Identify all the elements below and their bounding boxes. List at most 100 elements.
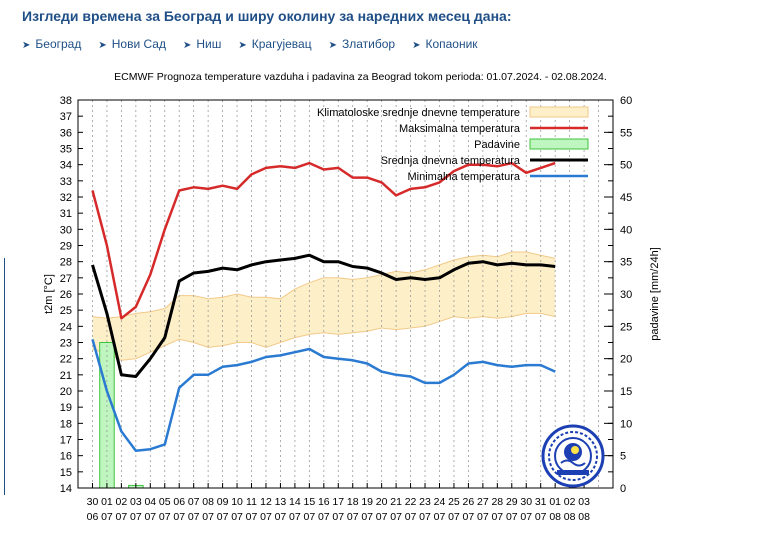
y-tick-label: 34 xyxy=(60,160,72,172)
x-tick-label-day: 20 xyxy=(376,496,388,508)
x-tick-label-day: 27 xyxy=(477,496,489,508)
y2-tick-label: 35 xyxy=(620,257,632,269)
y-tick-label: 27 xyxy=(60,273,72,285)
x-tick-label-month: 07 xyxy=(332,511,344,523)
x-tick-label-month: 08 xyxy=(564,511,576,523)
x-tick-label-day: 28 xyxy=(491,496,503,508)
city-link-beograd[interactable]: ➤ Београд xyxy=(22,37,81,51)
legend-label: Minimalna temperatura xyxy=(408,171,521,183)
x-tick-label-day: 31 xyxy=(535,496,547,508)
x-tick-label-month: 07 xyxy=(304,511,316,523)
city-link-kopaonik[interactable]: ➤ Копаоник xyxy=(412,37,477,51)
x-tick-label-month: 07 xyxy=(434,511,446,523)
city-link-label: Нови Сад xyxy=(111,37,166,51)
y2-axis-label: padavine [mm/24h] xyxy=(649,247,661,341)
y-axis-label: t2m [°C] xyxy=(43,274,55,314)
y-tick-label: 28 xyxy=(60,257,72,269)
climate-band-upper-edge xyxy=(92,251,556,319)
x-tick-label-month: 07 xyxy=(144,511,156,523)
y-tick-label: 16 xyxy=(60,451,72,463)
x-tick-label-month: 07 xyxy=(289,511,301,523)
x-tick-label-month: 07 xyxy=(448,511,460,523)
x-tick-label-month: 07 xyxy=(130,511,142,523)
y2-tick-label: 20 xyxy=(620,354,632,366)
arrow-right-icon: ➤ xyxy=(238,40,247,51)
logo-base xyxy=(557,470,589,475)
x-tick-label-day: 07 xyxy=(188,496,200,508)
x-tick-label-day: 21 xyxy=(390,496,402,508)
x-tick-label-day: 02 xyxy=(564,496,576,508)
x-tick-label-month: 07 xyxy=(318,511,330,523)
y-tick-label: 19 xyxy=(60,402,72,414)
x-tick-label-month: 07 xyxy=(217,511,229,523)
y-tick-label: 21 xyxy=(60,370,72,382)
y-tick-label: 32 xyxy=(60,192,72,204)
rhmz-logo xyxy=(541,424,605,488)
arrow-right-icon: ➤ xyxy=(22,40,31,51)
y-tick-label: 25 xyxy=(60,305,72,317)
y2-tick-label: 15 xyxy=(620,386,632,398)
x-tick-label-month: 08 xyxy=(549,511,561,523)
x-tick-label-month: 07 xyxy=(419,511,431,523)
y-tick-label: 36 xyxy=(60,127,72,139)
city-link-novi-sad[interactable]: ➤ Нови Сад xyxy=(98,37,166,51)
y-tick-label: 33 xyxy=(60,176,72,188)
x-tick-label-day: 12 xyxy=(260,496,272,508)
x-tick-label-day: 01 xyxy=(549,496,561,508)
arrow-right-icon: ➤ xyxy=(412,40,421,51)
y2-tick-label: 5 xyxy=(620,451,626,463)
x-tick-label-month: 07 xyxy=(275,511,287,523)
legend-swatch-box xyxy=(529,138,589,150)
max-temp-line xyxy=(91,161,556,320)
x-tick-label-day: 17 xyxy=(332,496,344,508)
x-tick-label-day: 11 xyxy=(246,496,257,508)
city-link-nis[interactable]: ➤ Ниш xyxy=(183,37,221,51)
x-tick-label-month: 07 xyxy=(491,511,503,523)
x-tick-label-day: 26 xyxy=(463,496,475,508)
x-tick-label-day: 22 xyxy=(405,496,417,508)
x-tick-label-month: 07 xyxy=(231,511,243,523)
y2-tick-label: 40 xyxy=(620,224,632,236)
page-edge-line xyxy=(4,258,5,495)
x-tick-label-month: 07 xyxy=(188,511,200,523)
y-tick-label: 31 xyxy=(60,208,72,220)
climate-band-lower-edge xyxy=(92,312,556,361)
x-tick-label-month: 07 xyxy=(535,511,547,523)
x-tick-label-day: 08 xyxy=(202,496,214,508)
city-link-label: Крагујевац xyxy=(251,37,312,51)
y2-tick-label: 25 xyxy=(620,321,632,333)
x-tick-label-month: 07 xyxy=(202,511,214,523)
x-tick-label-month: 07 xyxy=(347,511,359,523)
x-tick-label-day: 29 xyxy=(506,496,518,508)
city-link-label: Београд xyxy=(35,37,82,51)
y-tick-label: 17 xyxy=(60,435,72,447)
x-tick-label-day: 18 xyxy=(347,496,359,508)
x-tick-label-day: 04 xyxy=(144,496,156,508)
chart-title: ECMWF Prognoza temperature vazduha i pad… xyxy=(114,71,607,83)
x-tick-label-month: 07 xyxy=(173,511,185,523)
logo-wave xyxy=(560,459,586,467)
y-tick-label: 24 xyxy=(60,321,72,333)
city-link-label: Ниш xyxy=(196,37,222,51)
x-tick-label-day: 15 xyxy=(304,496,316,508)
y-tick-label: 26 xyxy=(60,289,72,301)
y-tick-label: 14 xyxy=(60,483,72,495)
y2-tick-label: 10 xyxy=(620,418,632,430)
city-links: ➤ Београд ➤ Нови Сад ➤ Ниш ➤ Крагујевац ➤ Зла… xyxy=(22,37,495,51)
x-tick-label-day: 01 xyxy=(101,496,113,508)
city-link-zlatibor[interactable]: ➤ Златибор xyxy=(329,37,395,51)
x-tick-label-day: 14 xyxy=(289,496,301,508)
arrow-right-icon: ➤ xyxy=(98,40,107,51)
x-tick-label-day: 30 xyxy=(520,496,532,508)
legend-label: Maksimalna temperatura xyxy=(399,123,521,135)
x-tick-label-day: 13 xyxy=(275,496,287,508)
y2-tick-label: 45 xyxy=(620,192,632,204)
x-tick-label-month: 07 xyxy=(405,511,417,523)
x-tick-label-day: 16 xyxy=(318,496,330,508)
x-tick-label-month: 08 xyxy=(578,511,590,523)
arrow-right-icon: ➤ xyxy=(182,40,192,51)
y-tick-label: 37 xyxy=(60,111,72,123)
city-link-kragujevac[interactable]: ➤ Крагујевац xyxy=(238,37,311,51)
y-tick-label: 23 xyxy=(60,338,72,350)
legend-label: Klimatoloske srednje dnevne temperature xyxy=(317,107,520,119)
